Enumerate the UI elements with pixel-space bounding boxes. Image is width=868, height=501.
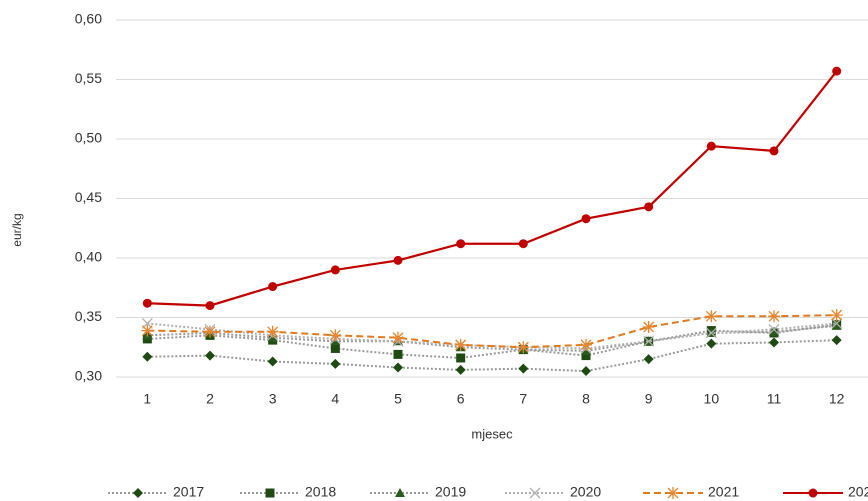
data-point <box>456 353 466 363</box>
legend-marker <box>265 488 275 498</box>
series-line <box>147 324 837 352</box>
data-point <box>706 141 716 151</box>
x-tick-label: 11 <box>767 391 782 407</box>
data-point <box>267 356 278 367</box>
x-tick-label: 9 <box>645 391 653 407</box>
x-tick-label: 2 <box>206 391 214 407</box>
data-point <box>643 335 655 347</box>
data-point <box>329 329 342 342</box>
data-point <box>769 337 779 348</box>
series-line <box>147 70 838 307</box>
data-point <box>142 298 152 308</box>
legend-label: 2022 <box>848 484 868 500</box>
legend-marker <box>133 488 143 498</box>
data-point <box>142 351 153 362</box>
data-point <box>330 265 340 275</box>
data-point <box>330 343 340 353</box>
data-point <box>768 310 780 323</box>
data-point <box>205 350 215 361</box>
y-tick-label: 0,40 <box>75 249 102 265</box>
legend-marker <box>395 488 405 497</box>
data-point <box>268 282 278 292</box>
data-point <box>580 338 592 351</box>
data-point <box>518 363 529 374</box>
legend-label: 2018 <box>305 484 336 500</box>
data-point <box>705 310 718 323</box>
legend-label: 2020 <box>570 484 601 500</box>
data-point <box>831 320 842 330</box>
x-tick-label: 5 <box>394 391 402 407</box>
y-tick-label: 0,35 <box>75 308 102 324</box>
data-point <box>831 317 843 329</box>
legend-label: 2019 <box>435 484 466 500</box>
data-point <box>455 364 466 375</box>
data-point <box>831 335 842 346</box>
x-tick-label: 7 <box>519 391 527 407</box>
data-point <box>705 327 717 339</box>
y-tick-label: 0,50 <box>75 130 102 146</box>
data-point <box>769 146 779 156</box>
data-point <box>517 341 530 354</box>
legend-label: 2017 <box>173 484 204 500</box>
data-point <box>205 301 215 311</box>
data-point <box>642 321 655 334</box>
series-line <box>147 339 837 373</box>
data-point <box>393 255 403 265</box>
series-line <box>147 322 837 350</box>
legend-marker <box>808 488 818 498</box>
x-tick-label: 8 <box>582 391 590 407</box>
data-point <box>581 351 591 361</box>
data-point <box>454 338 467 351</box>
data-point <box>518 239 528 249</box>
data-point <box>393 349 403 359</box>
y-tick-label: 0,45 <box>75 189 102 205</box>
y-axis-label: eur/kg <box>10 213 24 246</box>
x-tick-label: 3 <box>269 391 277 407</box>
data-point <box>643 354 654 365</box>
y-tick-label: 0,60 <box>75 11 102 27</box>
data-point <box>769 326 779 336</box>
x-tick-label: 4 <box>331 391 339 407</box>
data-point <box>706 338 717 349</box>
data-point <box>832 66 842 76</box>
series-line <box>147 323 837 359</box>
x-axis-label: mjesec <box>471 426 513 441</box>
data-point <box>581 366 591 377</box>
data-point <box>204 325 216 338</box>
data-point <box>768 323 780 335</box>
series-line <box>147 314 837 349</box>
x-tick-label: 6 <box>457 391 465 407</box>
data-point <box>141 324 154 337</box>
data-point <box>392 331 404 344</box>
data-point <box>456 239 466 249</box>
y-tick-label: 0,30 <box>75 368 102 384</box>
data-point <box>266 325 279 338</box>
data-point <box>393 362 403 373</box>
x-tick-label: 12 <box>829 391 845 407</box>
y-tick-label: 0,55 <box>75 70 102 86</box>
data-point <box>330 358 341 369</box>
legend-marker <box>667 487 679 499</box>
legend-label: 2021 <box>708 484 739 500</box>
legend-marker <box>529 487 541 499</box>
x-tick-label: 1 <box>143 391 151 407</box>
x-tick-label: 10 <box>704 391 720 407</box>
data-point <box>581 214 591 224</box>
data-point <box>830 309 843 322</box>
data-point <box>644 202 654 212</box>
